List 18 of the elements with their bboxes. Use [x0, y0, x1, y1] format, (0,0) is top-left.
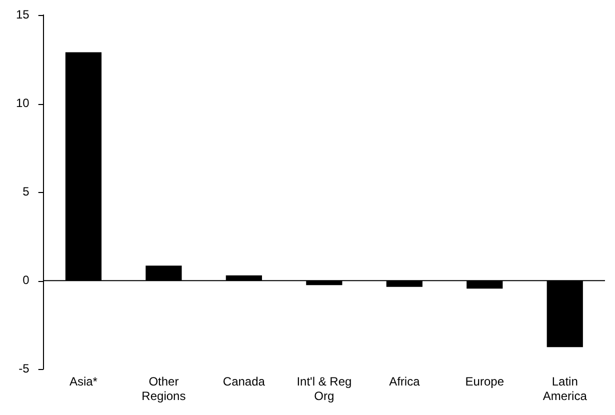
bar: [546, 280, 583, 348]
x-tick-label: Latin America: [542, 374, 588, 404]
x-tick-label: Canada: [222, 374, 266, 389]
y-tick-label: 10: [16, 96, 30, 110]
bar: [146, 266, 182, 281]
bar: [306, 280, 342, 286]
bar: [65, 52, 102, 281]
bar: [466, 280, 503, 289]
y-tick-label: 5: [22, 184, 30, 198]
x-tick-label: Int'l & Reg Org: [296, 374, 352, 404]
x-tick-label: Other Regions: [142, 374, 186, 404]
y-tick-label: 15: [16, 7, 30, 22]
x-tick-label: Europe: [465, 374, 504, 389]
y-tick-label: 0: [22, 272, 30, 287]
y-tick-label: -5: [18, 362, 30, 376]
x-tick-label: Asia*: [69, 374, 98, 389]
x-tick-label: Africa: [389, 374, 420, 389]
bar: [386, 280, 422, 287]
